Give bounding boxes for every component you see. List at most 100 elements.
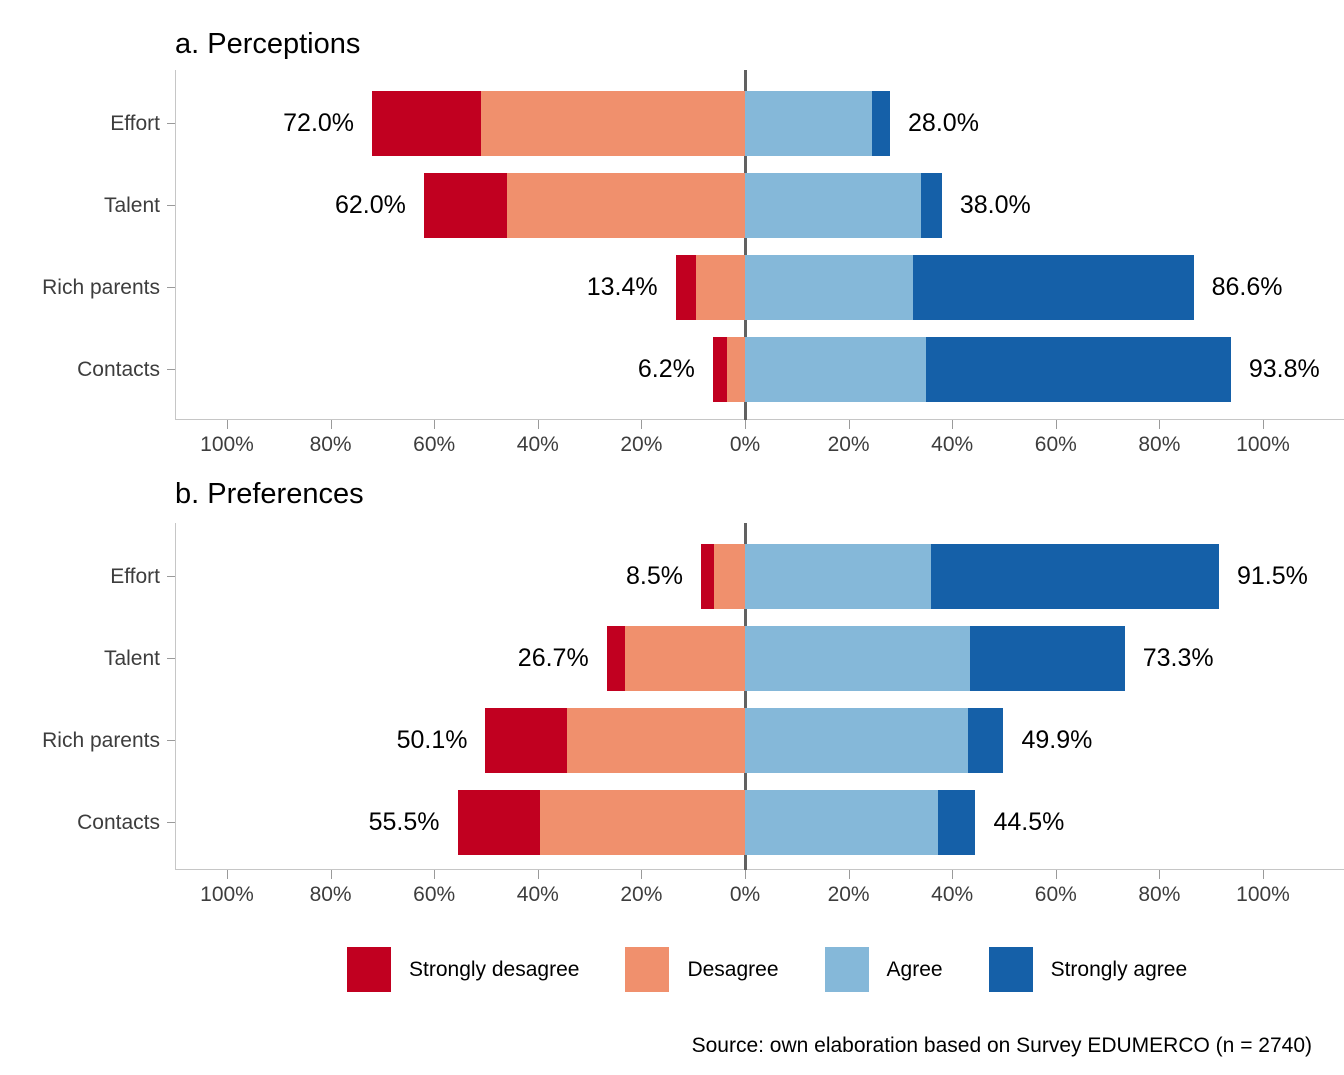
x-axis-tick-label: 0% [729, 883, 761, 906]
x-axis-tick-label: 40% [516, 433, 559, 456]
x-axis-tick [745, 870, 746, 879]
x-axis-tick [434, 420, 436, 429]
x-axis-tick [1159, 420, 1161, 429]
category-label: Contacts [77, 358, 160, 381]
bar-segment-desagree [713, 543, 745, 609]
bar-segment-strongly-agree [967, 707, 1004, 773]
left-total-label: 8.5% [625, 562, 683, 590]
legend-swatch-strongly-desagree [347, 947, 391, 992]
source-note: Source: own elaboration based on Survey … [691, 1034, 1312, 1057]
right-total-label: 38.0% [959, 191, 1031, 219]
bar-segment-strongly-desagree [372, 90, 481, 156]
category-tick [167, 369, 175, 370]
left-total-label: 62.0% [334, 191, 406, 219]
legend-swatch-agree [824, 947, 869, 992]
bar-segment-agree [745, 336, 927, 402]
category-tick [167, 740, 175, 741]
x-axis-tick [848, 870, 850, 879]
bar-segment-desagree [566, 707, 745, 773]
bar-segment-agree [745, 625, 971, 691]
bar-segment-desagree [624, 625, 745, 691]
bar-segment-strongly-agree [938, 789, 976, 855]
panel-b-chart: Effort 8.5% 91.5% Talent 26.7% 73.3% Rich pare… [0, 523, 1344, 906]
x-axis-line [175, 869, 1344, 870]
x-axis-tick-label: 60% [1034, 883, 1077, 906]
x-axis-tick-label: 20% [827, 883, 870, 906]
left-total-label: 55.5% [368, 808, 440, 836]
x-axis-tick-label: 40% [931, 433, 974, 456]
x-axis-tick-label: 40% [516, 883, 559, 906]
x-axis-tick-label: 100% [1236, 433, 1290, 456]
bar-segment-strongly-agree [931, 543, 1219, 609]
legend-swatch-desagree [625, 947, 670, 992]
x-axis-tick-label: 80% [1138, 433, 1181, 456]
bar-segment-strongly-agree [913, 254, 1194, 320]
bar-segment-desagree [480, 90, 745, 156]
category-label: Effort [110, 112, 160, 135]
bar-segment-agree [745, 707, 968, 773]
bar-segment-strongly-desagree [712, 336, 727, 402]
left-total-label: 50.1% [396, 726, 468, 754]
panel-a-title: a. Perceptions [175, 28, 361, 60]
x-axis-tick [1159, 870, 1161, 879]
legend-item: Strongly desagree [347, 947, 579, 992]
zero-line [744, 70, 747, 420]
right-total-label: 49.9% [1021, 726, 1093, 754]
legend-item: Strongly agree [988, 947, 1188, 992]
category-label: Rich parents [42, 276, 160, 299]
right-total-label: 91.5% [1236, 562, 1308, 590]
x-axis-tick-label: 80% [309, 883, 352, 906]
bar-segment-strongly-desagree [423, 172, 507, 238]
y-axis-line [175, 523, 176, 870]
legend-label: Strongly desagree [409, 957, 580, 981]
category-tick [167, 205, 175, 206]
bar-segment-desagree [695, 254, 745, 320]
legend-item: Agree [824, 947, 943, 992]
bar-segment-strongly-desagree [675, 254, 696, 320]
legend-item: Desagree [625, 947, 779, 992]
bar-segment-strongly-desagree [606, 625, 625, 691]
x-axis-tick [1055, 870, 1057, 879]
x-axis-tick [745, 420, 746, 429]
legend-label: Desagree [687, 957, 779, 981]
x-axis-line [175, 419, 1344, 420]
category-label: Contacts [77, 811, 160, 834]
panel-b-title: b. Preferences [175, 478, 364, 510]
x-axis-tick-label: 60% [413, 883, 456, 906]
category-label: Rich parents [42, 729, 160, 752]
bar-segment-desagree [726, 336, 745, 402]
x-axis-tick-label: 80% [309, 433, 352, 456]
category-tick [167, 287, 175, 288]
category-label: Talent [103, 647, 160, 670]
legend: Strongly desagree Desagree Agree Strongly a… [347, 947, 1187, 992]
x-axis-tick-label: 20% [620, 433, 663, 456]
right-total-label: 44.5% [993, 808, 1065, 836]
bar-segment-desagree [540, 789, 745, 855]
x-axis-tick-label: 80% [1138, 883, 1181, 906]
legend-label: Strongly agree [1050, 957, 1188, 981]
x-axis-tick [330, 420, 332, 429]
left-total-label: 72.0% [283, 109, 355, 137]
left-total-label: 26.7% [517, 644, 589, 672]
x-axis-tick-label: 20% [620, 883, 663, 906]
category-tick [167, 123, 175, 124]
x-axis-tick [1263, 870, 1264, 879]
bar-segment-agree [745, 789, 939, 855]
x-axis-tick [227, 870, 228, 879]
category-tick [167, 576, 175, 577]
bar-segment-strongly-agree [970, 625, 1125, 691]
bar-segment-strongly-desagree [457, 789, 541, 855]
legend-label: Agree [886, 957, 943, 981]
zero-line [744, 523, 747, 870]
x-axis-tick [641, 420, 643, 429]
x-axis-tick [1055, 420, 1057, 429]
bar-segment-strongly-desagree [485, 707, 567, 773]
category-label: Effort [110, 565, 160, 588]
x-axis-tick-label: 40% [931, 883, 974, 906]
x-axis-tick [537, 870, 539, 879]
panel-a-chart: Effort 72.0% 28.0% Talent 62.0% 38.0% Rich par… [0, 70, 1344, 456]
y-axis-line [175, 70, 176, 420]
x-axis-tick [952, 870, 954, 879]
right-total-label: 86.6% [1211, 273, 1283, 301]
